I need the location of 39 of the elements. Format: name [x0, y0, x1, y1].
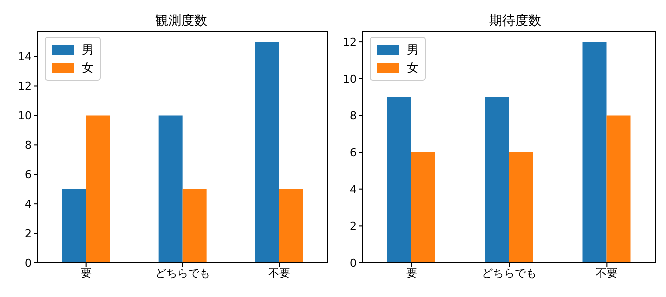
- y-tick-label: 14: [18, 50, 32, 64]
- bar: [411, 152, 436, 263]
- bar: [182, 189, 207, 263]
- bar: [62, 189, 86, 263]
- bar: [86, 116, 110, 263]
- y-tick-label: 2: [25, 227, 32, 240]
- legend-label: 男: [407, 42, 419, 59]
- x-tick-label: どちらでも: [156, 266, 210, 280]
- bar: [509, 152, 534, 263]
- bar: [606, 116, 631, 263]
- y-tick-label: 0: [25, 256, 32, 270]
- y-tick-label: 4: [25, 198, 32, 211]
- y-tick-label: 10: [343, 72, 357, 86]
- y-tick-label: 10: [18, 110, 32, 123]
- bar: [256, 42, 280, 263]
- legend-label: 男: [82, 42, 94, 59]
- x-tick-label: どちらでも: [482, 266, 537, 280]
- bar: [485, 97, 510, 263]
- y-tick-label: 12: [18, 80, 32, 94]
- y-tick-label: 8: [25, 139, 32, 152]
- x-tick-label: 要: [80, 266, 92, 280]
- chart-title: 期待度数: [488, 13, 542, 30]
- x-tick-label: 不要: [596, 266, 618, 280]
- legend-label: 女: [82, 60, 94, 77]
- x-tick-label: 要: [406, 266, 418, 280]
- y-tick-label: 8: [350, 110, 357, 123]
- legend-label: 女: [407, 60, 419, 77]
- y-tick-label: 12: [343, 36, 357, 49]
- y-tick-label: 6: [350, 146, 357, 160]
- bar: [387, 97, 412, 263]
- bar: [158, 116, 183, 263]
- bar: [582, 42, 607, 263]
- bar: [280, 189, 304, 263]
- y-tick-label: 6: [25, 168, 32, 182]
- x-tick-label: 不要: [268, 266, 291, 280]
- y-tick-label: 4: [350, 183, 357, 196]
- y-tick-label: 0: [350, 256, 357, 270]
- y-tick-label: 2: [350, 220, 357, 234]
- chart-title: 観測度数: [154, 13, 208, 30]
